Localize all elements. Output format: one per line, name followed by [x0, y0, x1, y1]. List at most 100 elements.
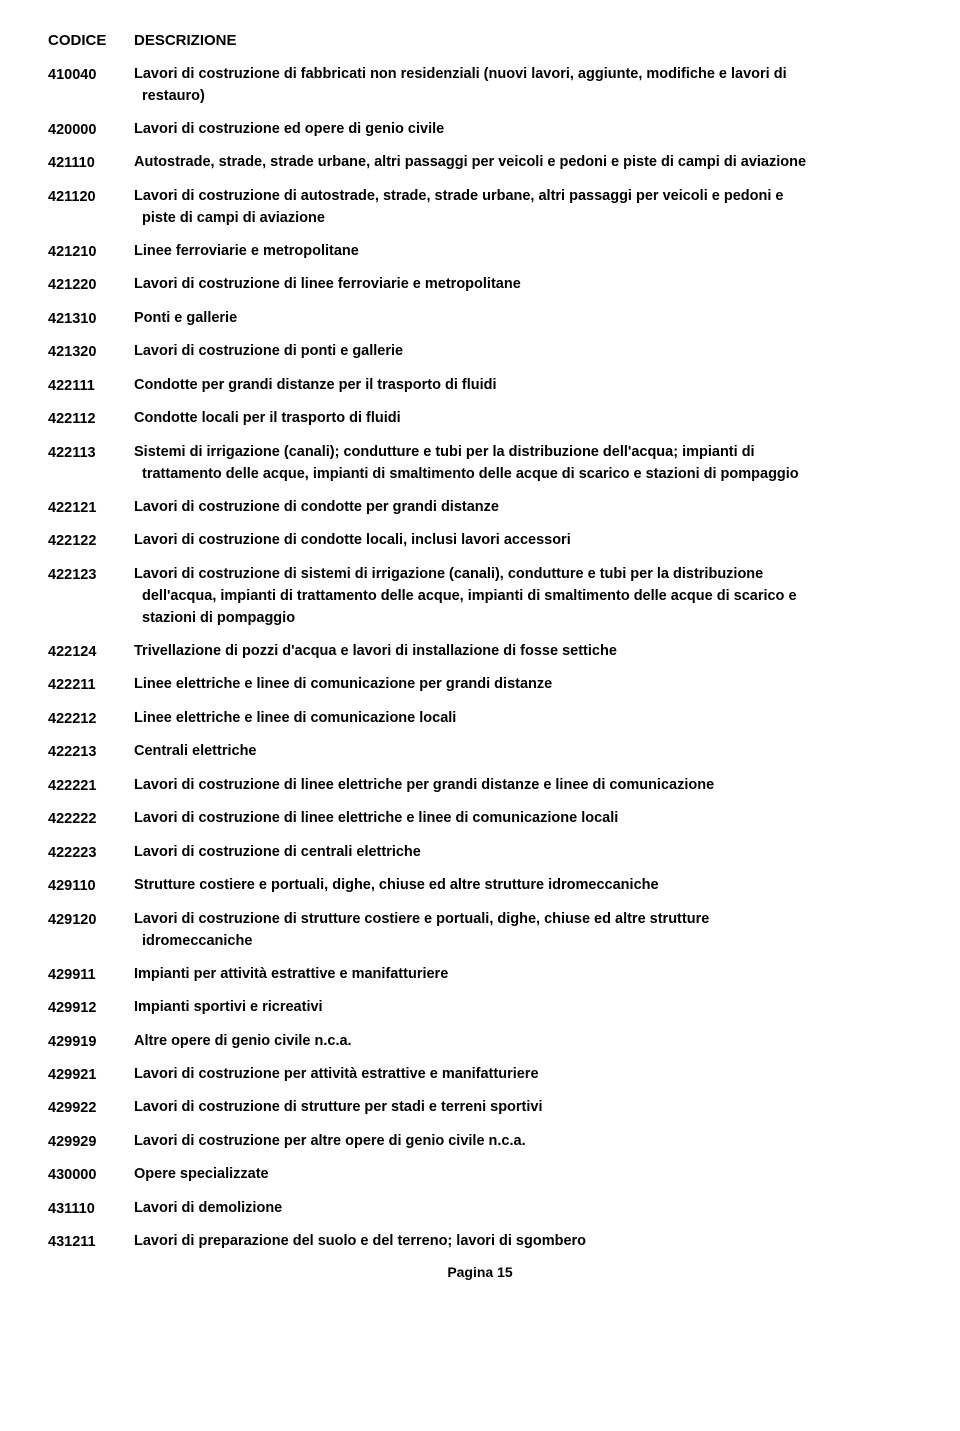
table-row: 429110Strutture costiere e portuali, dig…	[48, 874, 912, 897]
row-desc: Linee ferroviarie e metropolitane	[134, 240, 912, 263]
row-desc-line: Lavori di costruzione per attività estra…	[134, 1063, 912, 1085]
row-code: 422211	[48, 673, 134, 696]
row-code: 422112	[48, 407, 134, 430]
table-row: 422111Condotte per grandi distanze per i…	[48, 374, 912, 397]
row-desc-line: Sistemi di irrigazione (canali); condutt…	[134, 441, 912, 463]
row-desc-line: Lavori di costruzione di autostrade, str…	[134, 185, 912, 207]
table-row: 429911Impianti per attività estrattive e…	[48, 963, 912, 986]
table-row: 429120Lavori di costruzione di strutture…	[48, 908, 912, 953]
table-row: 421310Ponti e gallerie	[48, 307, 912, 330]
row-desc: Lavori di costruzione ed opere di genio …	[134, 118, 912, 141]
row-desc-line: Linee elettriche e linee di comunicazion…	[134, 673, 912, 695]
table-row: 431110Lavori di demolizione	[48, 1197, 912, 1220]
row-desc-line: Lavori di costruzione di strutture costi…	[134, 908, 912, 930]
row-code: 430000	[48, 1163, 134, 1186]
row-code: 421110	[48, 151, 134, 174]
row-desc-line: restauro)	[134, 85, 912, 107]
header-code: CODICE	[48, 32, 134, 49]
row-code: 431110	[48, 1197, 134, 1220]
row-desc: Impianti per attività estrattive e manif…	[134, 963, 912, 986]
row-desc-line: idromeccaniche	[134, 930, 912, 952]
row-desc: Lavori di costruzione di linee elettrich…	[134, 807, 912, 830]
row-desc-line: Strutture costiere e portuali, dighe, ch…	[134, 874, 912, 896]
row-desc-line: dell'acqua, impianti di trattamento dell…	[134, 585, 912, 607]
row-desc-line: piste di campi di aviazione	[134, 207, 912, 229]
row-code: 422213	[48, 740, 134, 763]
row-desc-line: Lavori di costruzione di linee elettrich…	[134, 807, 912, 829]
table-row: 422113Sistemi di irrigazione (canali); c…	[48, 441, 912, 486]
table-row: 422122Lavori di costruzione di condotte …	[48, 529, 912, 552]
row-code: 420000	[48, 118, 134, 141]
row-desc: Lavori di costruzione di condotte locali…	[134, 529, 912, 552]
row-code: 422113	[48, 441, 134, 486]
table-row: 422121Lavori di costruzione di condotte …	[48, 496, 912, 519]
row-desc-line: Linee elettriche e linee di comunicazion…	[134, 707, 912, 729]
row-desc-line: Linee ferroviarie e metropolitane	[134, 240, 912, 262]
table-row: 421320Lavori di costruzione di ponti e g…	[48, 340, 912, 363]
table-row: 431211Lavori di preparazione del suolo e…	[48, 1230, 912, 1253]
row-desc-line: Autostrade, strade, strade urbane, altri…	[134, 151, 912, 173]
row-desc: Altre opere di genio civile n.c.a.	[134, 1030, 912, 1053]
row-code: 429919	[48, 1030, 134, 1053]
row-desc-line: Lavori di costruzione ed opere di genio …	[134, 118, 912, 140]
row-desc: Sistemi di irrigazione (canali); condutt…	[134, 441, 912, 486]
row-desc-line: Lavori di costruzione di fabbricati non …	[134, 63, 912, 85]
row-code: 422221	[48, 774, 134, 797]
row-desc: Condotte per grandi distanze per il tras…	[134, 374, 912, 397]
row-desc: Centrali elettriche	[134, 740, 912, 763]
row-desc: Lavori di costruzione per altre opere di…	[134, 1130, 912, 1153]
row-code: 431211	[48, 1230, 134, 1253]
row-code: 429922	[48, 1096, 134, 1119]
table-row: 421110Autostrade, strade, strade urbane,…	[48, 151, 912, 174]
row-desc-line: trattamento delle acque, impianti di sma…	[134, 463, 912, 485]
row-desc: Lavori di costruzione di strutture per s…	[134, 1096, 912, 1119]
page: CODICE DESCRIZIONE 410040Lavori di costr…	[0, 0, 960, 1304]
row-desc: Lavori di costruzione di ponti e galleri…	[134, 340, 912, 363]
table-row: 422222Lavori di costruzione di linee ele…	[48, 807, 912, 830]
row-desc-line: Lavori di costruzione di strutture per s…	[134, 1096, 912, 1118]
row-code: 422222	[48, 807, 134, 830]
table-row: 422212Linee elettriche e linee di comuni…	[48, 707, 912, 730]
row-code: 421120	[48, 185, 134, 230]
row-desc: Ponti e gallerie	[134, 307, 912, 330]
table-row: 422213Centrali elettriche	[48, 740, 912, 763]
row-desc: Lavori di preparazione del suolo e del t…	[134, 1230, 912, 1253]
table-header: CODICE DESCRIZIONE	[48, 32, 912, 49]
row-desc-line: Lavori di costruzione di linee elettrich…	[134, 774, 912, 796]
row-desc-line: Altre opere di genio civile n.c.a.	[134, 1030, 912, 1052]
row-desc-line: Opere specializzate	[134, 1163, 912, 1185]
row-code: 429110	[48, 874, 134, 897]
row-code: 422223	[48, 841, 134, 864]
row-code: 422124	[48, 640, 134, 663]
row-desc: Condotte locali per il trasporto di flui…	[134, 407, 912, 430]
table-row: 429921Lavori di costruzione per attività…	[48, 1063, 912, 1086]
row-code: 421210	[48, 240, 134, 263]
row-code: 422212	[48, 707, 134, 730]
row-code: 421320	[48, 340, 134, 363]
row-desc-line: Impianti sportivi e ricreativi	[134, 996, 912, 1018]
row-desc: Linee elettriche e linee di comunicazion…	[134, 707, 912, 730]
row-desc: Lavori di costruzione di fabbricati non …	[134, 63, 912, 108]
row-desc-line: Ponti e gallerie	[134, 307, 912, 329]
row-desc: Lavori di costruzione di linee ferroviar…	[134, 273, 912, 296]
row-desc-line: Trivellazione di pozzi d'acqua e lavori …	[134, 640, 912, 662]
row-desc-line: stazioni di pompaggio	[134, 607, 912, 629]
table-row: 422221Lavori di costruzione di linee ele…	[48, 774, 912, 797]
row-desc: Opere specializzate	[134, 1163, 912, 1186]
row-desc-line: Lavori di preparazione del suolo e del t…	[134, 1230, 912, 1252]
row-desc-line: Lavori di costruzione di linee ferroviar…	[134, 273, 912, 295]
table-row: 430000Opere specializzate	[48, 1163, 912, 1186]
row-code: 422111	[48, 374, 134, 397]
row-desc-line: Condotte per grandi distanze per il tras…	[134, 374, 912, 396]
table-row: 421220Lavori di costruzione di linee fer…	[48, 273, 912, 296]
row-desc: Impianti sportivi e ricreativi	[134, 996, 912, 1019]
table-body: 410040Lavori di costruzione di fabbricat…	[48, 63, 912, 1254]
table-row: 410040Lavori di costruzione di fabbricat…	[48, 63, 912, 108]
table-row: 421210Linee ferroviarie e metropolitane	[48, 240, 912, 263]
row-desc: Lavori di costruzione di autostrade, str…	[134, 185, 912, 230]
table-row: 422211Linee elettriche e linee di comuni…	[48, 673, 912, 696]
row-desc: Lavori di demolizione	[134, 1197, 912, 1220]
row-code: 429120	[48, 908, 134, 953]
row-code: 429912	[48, 996, 134, 1019]
row-code: 421310	[48, 307, 134, 330]
